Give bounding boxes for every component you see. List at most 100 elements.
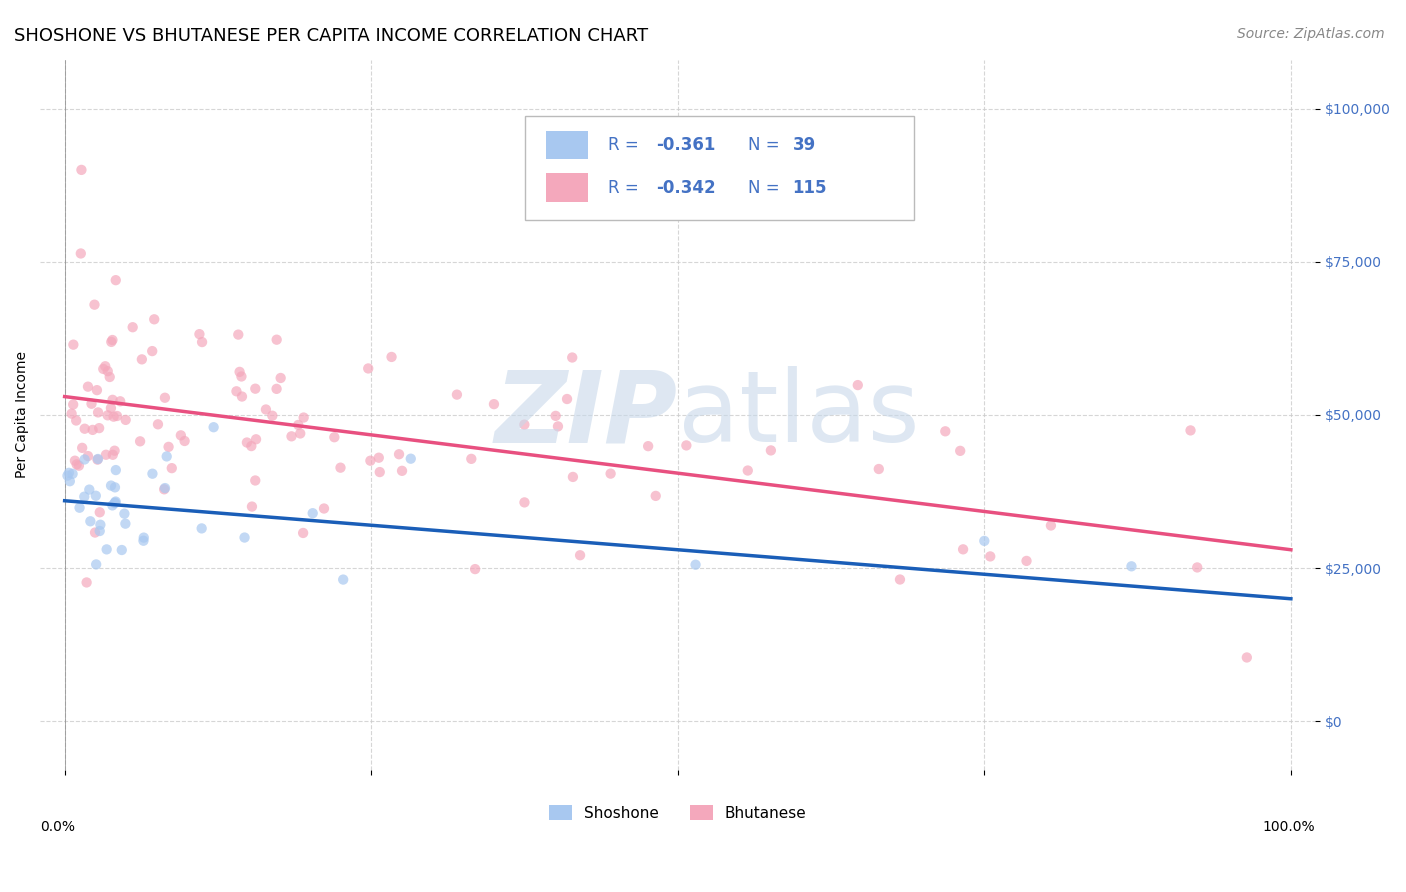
Point [111,543,134,558]
FancyBboxPatch shape [547,130,589,159]
Point [70,441,93,455]
Point [143,312,166,326]
Point [561,470,583,484]
Point [121,320,143,334]
Point [889,573,911,587]
Point [104,463,127,477]
Point [100,334,122,349]
Point [153,391,176,405]
Point [77,449,100,463]
Point [233,531,256,545]
Point [388,447,411,461]
Point [114,516,136,531]
Text: N =: N = [748,136,785,154]
Point [1180,424,1202,438]
Text: SHOSHONE VS BHUTANESE PER CAPITA INCOME CORRELATION CHART: SHOSHONE VS BHUTANESE PER CAPITA INCOME … [14,27,648,45]
Text: Source: ZipAtlas.com: Source: ZipAtlas.com [1237,27,1385,41]
Point [69,246,91,260]
Point [97,409,120,423]
Point [87,452,110,467]
Point [312,501,335,516]
Point [599,467,621,481]
Point [103,443,125,458]
Point [280,429,302,443]
Point [868,462,890,476]
Point [108,394,131,409]
Point [685,558,707,572]
Point [287,417,309,432]
Text: 100.0%: 100.0% [1263,820,1316,834]
Point [846,378,869,392]
Point [1121,559,1143,574]
Point [464,562,486,576]
Point [245,474,267,488]
Point [934,425,956,439]
Point [357,361,380,376]
Point [112,507,135,521]
Point [146,417,169,432]
Point [89,517,111,532]
Point [89,524,111,538]
Point [561,351,583,365]
Point [104,496,127,510]
Point [89,505,111,519]
Point [191,334,214,349]
Point [157,440,180,454]
Point [301,506,323,520]
Point [86,452,108,467]
Point [359,453,381,467]
Point [80,397,103,411]
Text: R =: R = [607,178,644,196]
Point [79,483,101,497]
Point [973,533,995,548]
Point [79,514,101,528]
Point [84,489,107,503]
FancyBboxPatch shape [547,173,589,202]
Point [737,463,759,477]
Point [1187,560,1209,574]
Point [153,481,176,495]
Point [156,450,179,464]
FancyBboxPatch shape [524,117,914,219]
Point [73,490,96,504]
Point [188,327,211,342]
Point [141,467,163,481]
Text: R =: R = [607,136,644,154]
Point [637,439,659,453]
Point [380,350,402,364]
Point [63,453,86,467]
Point [101,499,124,513]
Point [290,426,312,441]
Point [949,443,972,458]
Point [173,434,195,448]
Point [399,451,422,466]
Point [292,525,315,540]
Point [245,432,267,446]
Text: ZIP: ZIP [495,367,678,464]
Point [86,383,108,397]
Point [73,452,96,467]
Point [101,333,124,347]
Point [67,458,90,473]
Point [104,273,127,287]
Point [228,365,250,379]
Point [460,451,482,466]
Point [84,558,107,572]
Point [83,298,105,312]
Text: N =: N = [748,178,785,196]
Point [160,461,183,475]
Point [58,466,80,480]
Point [254,402,277,417]
Point [446,387,468,401]
Point [62,397,84,411]
Point [59,474,82,488]
Point [94,359,117,374]
Legend: Shoshone, Bhutanese: Shoshone, Bhutanese [543,798,813,827]
Point [70,162,93,177]
Point [675,438,697,452]
Point [114,413,136,427]
Point [547,419,569,434]
Point [170,428,193,442]
Text: -0.361: -0.361 [657,136,716,154]
Point [62,337,84,351]
